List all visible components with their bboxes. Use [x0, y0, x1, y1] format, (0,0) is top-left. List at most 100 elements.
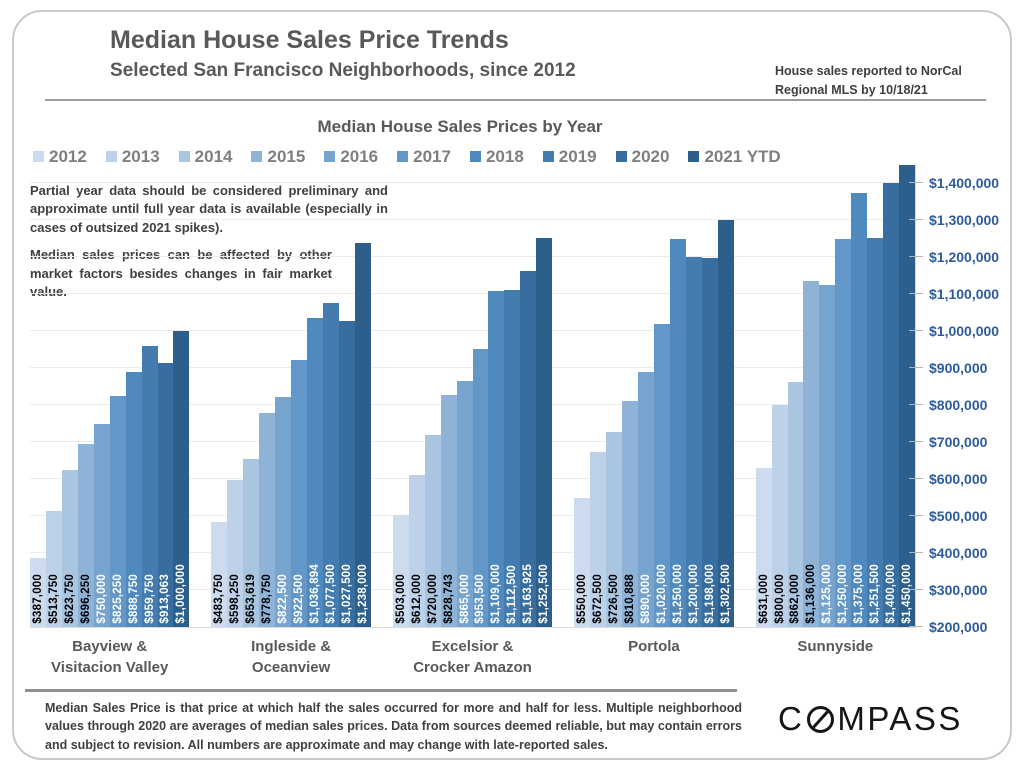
bar-cell: $1,077,500: [322, 165, 339, 627]
bar-value-label: $696,250: [79, 574, 92, 624]
bar: [354, 243, 371, 627]
bar: [851, 192, 868, 627]
bar: [227, 479, 244, 627]
bar-value-label: $1,112,500: [506, 565, 519, 624]
bar: [883, 183, 900, 627]
bar-group: $503,000 $612,000 $720,000 $828,743 $865,000…: [392, 165, 553, 627]
bar-cell: $653,619: [243, 165, 260, 627]
bar-cell: $888,750: [125, 165, 142, 627]
legend-swatch: [105, 151, 117, 162]
legend-year-label: 2019: [558, 147, 597, 166]
y-axis-tick: [909, 552, 923, 554]
y-axis-tick-label: $900,000: [929, 360, 988, 377]
bar-cell: $828,743: [440, 165, 457, 627]
bar-cell: $1,112,500: [504, 165, 521, 627]
bar: [755, 467, 772, 627]
y-axis-tick: [909, 256, 923, 258]
category-label: Excelsior & Crocker Amazon: [413, 638, 532, 676]
bar: [574, 497, 591, 627]
bar-cell: $1,198,000: [701, 165, 718, 627]
bar-value-label: $726,500: [608, 574, 621, 624]
bar-cell: $913,063: [157, 165, 174, 627]
bar-value-label: $778,750: [261, 574, 274, 624]
disclaimer: Median Sales Price is that price at whic…: [45, 701, 742, 752]
bar-value-label: $1,251,500: [869, 564, 882, 624]
bar-value-label: $1,250,000: [837, 564, 850, 624]
bar-cell: $865,000: [456, 165, 473, 627]
bar-value-label: $810,888: [624, 574, 636, 624]
legend-year-label: 2021 YTD: [704, 147, 781, 166]
y-axis-tick: [909, 404, 923, 406]
bar-cell: $862,000: [787, 165, 804, 627]
header-divider: [45, 99, 986, 101]
bar-cell: $778,750: [259, 165, 276, 627]
bar-value-label: $1,400,000: [885, 564, 898, 624]
bar: [30, 557, 46, 627]
annotation-paragraph-2: Median sales prices can be affected by o…: [30, 247, 332, 300]
y-axis-tick-label: $1,100,000: [929, 286, 1000, 303]
bar-value-label: $1,302,500: [719, 564, 732, 624]
bar: [787, 382, 804, 627]
bar-cell: $720,000: [424, 165, 441, 627]
bar-value-label: $1,036,894: [309, 564, 321, 624]
bar: [275, 396, 292, 627]
page-title: Median House Sales Price Trends: [110, 26, 509, 54]
bar-cell: $810,888: [622, 165, 638, 627]
bar-value-label: $1,238,000: [356, 564, 369, 624]
gridline: [30, 256, 915, 258]
legend: 2012 2013 2014 2015 2016 2017 2018 2019 2020 2021…: [33, 148, 781, 165]
y-axis-tick: [909, 515, 923, 517]
bar-value-label: $913,063: [159, 574, 172, 624]
compass-logo-letter-c: C: [778, 700, 805, 737]
annotation-paragraph-1: Partial year data should be considered p…: [30, 183, 388, 235]
bar: [653, 323, 670, 627]
bar-cell: $1,375,000: [851, 165, 868, 627]
bar: [456, 381, 473, 627]
bar-group: $550,000 $672,500 $726,500 $810,888 $890,000…: [574, 165, 734, 627]
bar-value-label: $1,020,000: [655, 564, 668, 624]
bar-value-label: $387,000: [31, 574, 44, 624]
bar: [173, 331, 190, 627]
bar: [109, 395, 126, 627]
bar: [440, 394, 457, 627]
y-axis-tick-label: $700,000: [929, 434, 988, 451]
bar-value-label: $865,000: [458, 574, 471, 624]
bar: [488, 291, 505, 627]
compass-needle-icon: [807, 705, 835, 733]
bar: [93, 423, 110, 627]
bar-cell: $953,500: [472, 165, 489, 627]
bar-value-label: $1,375,000: [853, 564, 866, 624]
bar-cell: $598,250: [227, 165, 244, 627]
bar-cell: $1,163,925: [520, 165, 537, 627]
bar-value-label: $1,077,500: [324, 564, 337, 624]
bar-value-label: $720,000: [426, 574, 439, 624]
y-axis-tick-label: $1,200,000: [929, 249, 1000, 266]
bar-cell: $1,238,000: [354, 165, 371, 627]
bar: [669, 238, 686, 627]
bar-value-label: $1,198,000: [703, 564, 716, 624]
gridline: [30, 293, 915, 295]
y-axis-ticks: [909, 165, 923, 627]
bar-value-label: $922,500: [293, 574, 306, 624]
bar: [637, 371, 654, 627]
bar-cell: $1,200,000: [685, 165, 702, 627]
y-axis-labels: $200,000 $300,000 $400,000 $500,000 $600,000…: [929, 165, 1021, 635]
legend-year-label: 2016: [340, 147, 379, 166]
footer-divider: [25, 689, 737, 692]
bar-cell: $513,750: [45, 165, 62, 627]
chart-title: Median House Sales Prices by Year: [317, 117, 603, 136]
bar-cell: $483,750: [211, 165, 228, 627]
y-axis-tick: [909, 330, 923, 332]
y-axis-line: [915, 165, 916, 628]
bar-cell: $1,251,500: [867, 165, 884, 627]
bar: [701, 258, 718, 627]
category-label: Ingleside & Oceanview: [251, 638, 332, 676]
bar: [472, 348, 489, 627]
bar-cell: $503,000: [392, 165, 409, 627]
legend-swatch: [397, 151, 409, 162]
bar-group: $483,750 $598,250 $653,619 $778,750 $822,500…: [211, 165, 371, 627]
bar-cell: $726,500: [606, 165, 623, 627]
bar-cell: $623,750: [61, 165, 78, 627]
bar: [536, 238, 553, 627]
legend-year-label: 2014: [194, 147, 233, 166]
